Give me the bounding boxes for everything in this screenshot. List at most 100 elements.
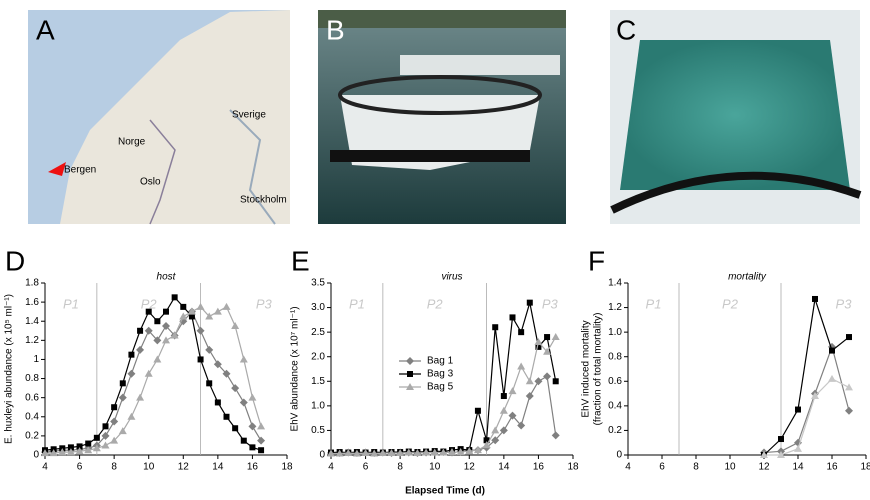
marker: [205, 345, 214, 354]
marker: [222, 302, 231, 310]
marker: [162, 336, 170, 344]
marker: [499, 406, 508, 414]
phase-label: P3: [256, 296, 273, 311]
marker: [352, 449, 361, 457]
marker: [257, 422, 266, 430]
marker: [248, 422, 257, 431]
x-tick-label: 8: [693, 462, 699, 473]
marker: [136, 393, 145, 401]
marker: [188, 313, 195, 320]
y-tick-label: 0.6: [608, 376, 622, 387]
marker: [483, 437, 490, 444]
marker: [49, 449, 58, 457]
x-tick-label: 12: [178, 462, 190, 473]
marker: [187, 307, 196, 315]
marker: [128, 351, 135, 358]
marker: [213, 360, 222, 369]
map-photo: [28, 10, 290, 225]
marker: [551, 431, 560, 440]
panel-label: A: [36, 14, 55, 45]
series-line: [763, 298, 850, 456]
marker: [67, 444, 74, 451]
marker: [145, 308, 152, 315]
marker: [760, 451, 768, 458]
y-tick-label: 2.5: [311, 327, 325, 338]
marker: [110, 436, 119, 444]
y-tick-label: 1.4: [25, 316, 39, 327]
map-label: Norge: [118, 137, 146, 148]
marker: [465, 447, 474, 455]
marker: [205, 312, 214, 320]
x-tick-label: 16: [826, 462, 838, 473]
marker: [499, 426, 508, 435]
marker: [551, 333, 560, 341]
y-tick-label: 2.0: [311, 351, 325, 362]
y-tick-label: 0.4: [608, 400, 622, 411]
y-tick-label: 1.6: [25, 297, 39, 308]
marker: [525, 392, 534, 401]
map-label: Stockholm: [240, 195, 287, 206]
marker: [492, 324, 499, 331]
phase-label: P2: [141, 296, 158, 311]
x-tick-label: 16: [247, 462, 259, 473]
marker: [239, 398, 248, 407]
x-tick-label: 14: [212, 462, 224, 473]
y-tick-label: 3.5: [311, 278, 325, 289]
y-tick-label: 1.0: [608, 327, 622, 338]
marker: [118, 393, 127, 402]
x-tick-label: 14: [498, 462, 510, 473]
marker: [543, 372, 552, 381]
y-tick-label: 1.5: [311, 376, 325, 387]
marker: [361, 449, 370, 457]
marker: [474, 407, 481, 414]
marker: [249, 444, 256, 451]
x-tick-label: 8: [397, 462, 403, 473]
marker: [231, 384, 240, 393]
marker: [76, 443, 83, 450]
marker: [85, 440, 92, 447]
marker: [778, 436, 784, 443]
marker: [179, 312, 188, 320]
series-line: [331, 336, 557, 455]
marker: [197, 356, 204, 363]
marker: [508, 387, 517, 395]
marker: [110, 417, 119, 426]
marker: [222, 369, 231, 378]
marker: [119, 380, 126, 387]
marker: [240, 437, 247, 444]
panel-label: C: [616, 14, 636, 45]
marker: [41, 449, 49, 457]
x-tick-label: 18: [567, 462, 579, 473]
marker: [171, 294, 178, 301]
y-tick-label: 1.8: [25, 278, 39, 289]
panel-label: D: [5, 245, 25, 276]
y-tick-label: 0: [319, 450, 325, 461]
panel-label: F: [588, 245, 605, 276]
marker: [257, 436, 266, 445]
y-tick-label: 0.5: [311, 425, 325, 436]
legend-label: Bag 3: [427, 369, 454, 380]
marker: [170, 331, 179, 339]
x-tick-label: 4: [42, 462, 48, 473]
marker: [232, 425, 239, 432]
legend-marker: [406, 383, 414, 390]
map-label: Sverige: [232, 110, 266, 121]
panel-label: E: [291, 245, 310, 276]
x-axis-label: Elapsed Time (d): [405, 486, 485, 497]
series-line: [44, 310, 262, 453]
marker: [223, 413, 230, 420]
x-tick-label: 16: [533, 462, 545, 473]
phase-label: P1: [349, 296, 365, 311]
marker: [127, 412, 136, 420]
phase-label: P1: [63, 296, 79, 311]
marker: [544, 334, 551, 341]
phase-label: P2: [722, 296, 739, 311]
marker: [387, 449, 396, 457]
marker: [206, 380, 213, 387]
marker: [118, 427, 127, 435]
x-tick-label: 4: [328, 462, 334, 473]
marker: [214, 399, 221, 406]
x-tick-label: 18: [860, 462, 870, 473]
legend-label: Bag 1: [427, 356, 454, 367]
marker: [777, 451, 785, 458]
